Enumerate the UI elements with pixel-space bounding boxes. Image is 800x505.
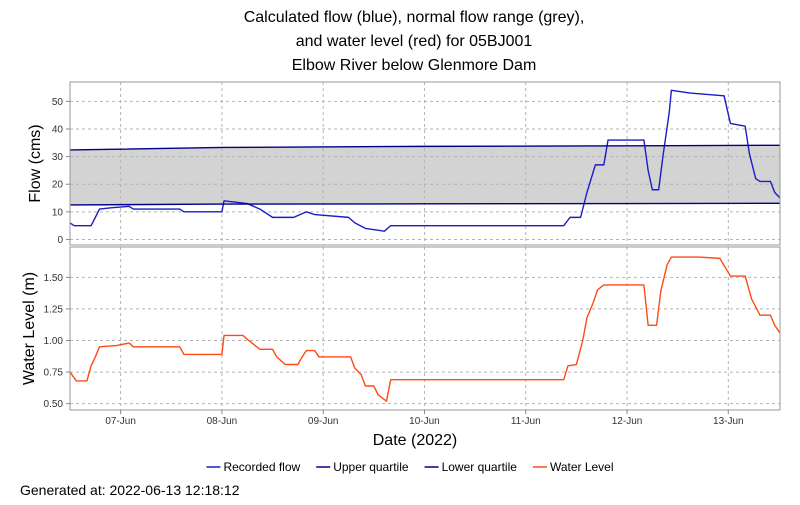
legend-label: Water Level [550, 460, 614, 474]
x-tick-label: 09-Jun [308, 416, 339, 427]
plot-frame [69, 246, 781, 411]
footer: Generated at: 2022-06-13 12:18:12 [20, 482, 240, 498]
series-line [69, 256, 781, 402]
y-tick-label: 0 [57, 235, 63, 246]
y-tick-label: 20 [52, 180, 64, 191]
y-tick-label: 1.25 [44, 304, 64, 315]
y-tick-label: 50 [52, 97, 64, 108]
x-tick-label: 11-Jun [511, 416, 541, 427]
legend-label: Lower quartile [442, 460, 518, 474]
title-line: Calculated flow (blue), normal flow rang… [244, 9, 585, 26]
y-tick-label: 30 [52, 152, 64, 163]
x-tick-label: 07-Jun [105, 416, 136, 427]
title-line: Elbow River below Glenmore Dam [292, 57, 537, 74]
y-tick-label: 0.75 [44, 368, 64, 379]
normal-range-band [70, 145, 780, 205]
legend-label: Upper quartile [333, 460, 409, 474]
plot-area [70, 247, 780, 410]
series-line [69, 202, 781, 206]
y-tick-label: 1.50 [44, 273, 64, 284]
legend-label: Recorded flow [223, 460, 300, 474]
legend: Recorded flow Upper quartile Lower quartil… [206, 460, 614, 474]
x-tick-label: 08-Jun [207, 416, 238, 427]
series-line [69, 144, 781, 151]
y-tick-label: 40 [52, 124, 64, 135]
title-line: and water level (red) for 05BJ001 [296, 33, 533, 50]
x-tick-label: 13-Jun [713, 416, 744, 427]
y-tick-label: 0.50 [44, 399, 64, 410]
y-tick-label: 10 [52, 207, 64, 218]
x-tick-label: 12-Jun [612, 416, 643, 427]
series-line [69, 89, 781, 232]
plot-frame [69, 81, 781, 246]
x-tick-label: 10-Jun [409, 416, 440, 427]
y-axis-label: Flow (cms) [27, 124, 44, 202]
x-axis-label: Date (2022) [373, 432, 458, 449]
y-tick-label: 1.00 [44, 336, 64, 347]
y-axis-label: Water Level (m) [21, 272, 38, 385]
